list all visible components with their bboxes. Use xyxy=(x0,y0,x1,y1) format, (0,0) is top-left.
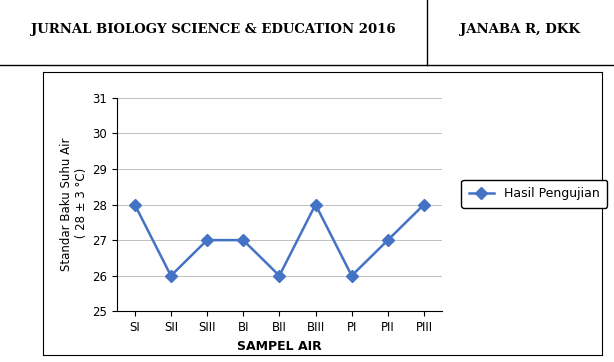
Legend: Hasil Pengujian: Hasil Pengujian xyxy=(461,180,607,208)
Text: JANABA R, DKK: JANABA R, DKK xyxy=(460,23,580,36)
X-axis label: SAMPEL AIR: SAMPEL AIR xyxy=(237,340,322,353)
Text: JURNAL BIOLOGY SCIENCE & EDUCATION 2016: JURNAL BIOLOGY SCIENCE & EDUCATION 2016 xyxy=(31,23,395,36)
Y-axis label: Standar Baku Suhu Air
 ( 28 ± 3 °C): Standar Baku Suhu Air ( 28 ± 3 °C) xyxy=(60,138,88,271)
